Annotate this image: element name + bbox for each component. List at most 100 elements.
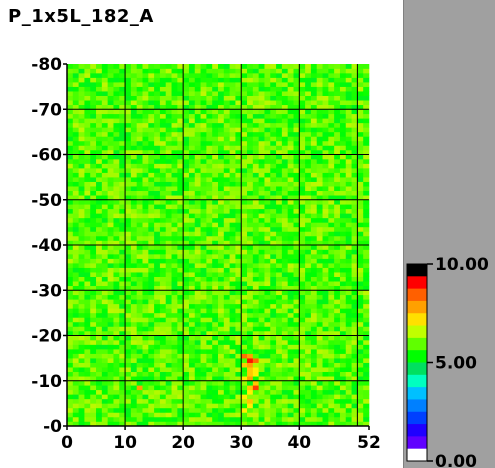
heatmap-cell xyxy=(136,113,143,119)
heatmap-cell xyxy=(194,235,201,241)
heatmap-cell xyxy=(188,204,196,210)
heatmap-cell xyxy=(72,226,79,232)
heatmap-cell xyxy=(84,412,91,418)
heatmap-cell xyxy=(72,421,79,427)
heatmap-cell xyxy=(235,389,242,395)
heatmap-cell xyxy=(130,204,137,210)
heatmap-cell xyxy=(119,213,126,219)
heatmap-cell xyxy=(90,100,97,106)
heatmap-cell xyxy=(247,272,254,277)
heatmap-cell xyxy=(270,95,277,101)
heatmap-cell xyxy=(96,245,103,250)
heatmap-cell xyxy=(287,380,294,386)
heatmap-cell xyxy=(194,421,201,427)
heatmap-cell xyxy=(171,358,178,363)
heatmap-cell xyxy=(206,416,213,422)
heatmap-cell xyxy=(206,86,213,92)
heatmap-cell xyxy=(67,258,74,264)
heatmap-cell xyxy=(310,317,318,323)
heatmap-cell xyxy=(200,371,207,377)
heatmap-cell xyxy=(165,353,172,359)
heatmap-cell xyxy=(218,109,225,115)
heatmap-cell xyxy=(218,394,225,400)
heatmap-cell xyxy=(72,213,79,219)
heatmap-cell xyxy=(258,82,265,87)
heatmap-cell xyxy=(206,177,213,182)
heatmap-cell xyxy=(188,163,196,169)
heatmap-cell xyxy=(293,199,300,205)
heatmap-cell xyxy=(84,213,91,219)
heatmap-cell xyxy=(96,131,103,137)
heatmap-cell xyxy=(241,113,248,119)
heatmap-cell xyxy=(200,149,207,155)
heatmap-cell xyxy=(136,254,143,259)
heatmap-cell xyxy=(287,95,294,101)
heatmap-cell xyxy=(154,122,161,128)
heatmap-cell xyxy=(345,412,352,418)
heatmap-cell xyxy=(351,73,358,78)
heatmap-cell xyxy=(223,240,230,246)
heatmap-cell xyxy=(351,181,358,187)
heatmap-cell xyxy=(72,267,79,273)
heatmap-cell xyxy=(328,91,335,96)
heatmap-cell xyxy=(200,163,207,169)
heatmap-cell xyxy=(345,385,352,391)
heatmap-cell xyxy=(188,73,196,78)
heatmap-cell xyxy=(345,149,352,155)
heatmap-cell xyxy=(165,249,172,255)
heatmap-cell xyxy=(194,145,201,151)
heatmap-cell xyxy=(328,163,335,169)
heatmap-cell xyxy=(270,245,277,250)
heatmap-cell xyxy=(183,222,190,228)
heatmap-cell xyxy=(299,353,306,359)
heatmap-cell xyxy=(293,86,300,92)
heatmap-cell xyxy=(148,199,155,205)
heatmap-cell xyxy=(363,172,370,178)
heatmap-cell xyxy=(235,235,242,241)
heatmap-cell xyxy=(78,299,85,305)
heatmap-cell xyxy=(113,290,120,296)
heatmap-cell xyxy=(113,168,120,173)
heatmap-cell xyxy=(90,349,97,354)
heatmap-cell xyxy=(328,208,335,214)
heatmap-cell xyxy=(316,267,323,273)
heatmap-cell xyxy=(130,217,137,223)
heatmap-cell xyxy=(113,154,120,160)
heatmap-cell xyxy=(357,127,364,133)
heatmap-cell xyxy=(154,118,161,124)
heatmap-cell xyxy=(305,118,312,124)
heatmap-cell xyxy=(159,204,167,210)
heatmap-cell xyxy=(194,82,201,87)
heatmap-cell xyxy=(264,118,271,124)
heatmap-cell xyxy=(183,172,190,178)
heatmap-cell xyxy=(171,421,178,427)
heatmap-cell xyxy=(252,303,259,309)
heatmap-cell xyxy=(229,249,236,255)
heatmap-cell xyxy=(107,118,114,124)
heatmap-cell xyxy=(357,226,364,232)
heatmap-cell xyxy=(72,208,79,214)
heatmap-cell xyxy=(200,95,207,101)
heatmap-cell xyxy=(78,240,85,246)
heatmap-cell xyxy=(322,362,329,368)
heatmap-cell xyxy=(363,149,370,155)
heatmap-cell xyxy=(287,172,294,178)
heatmap-cell xyxy=(223,303,230,309)
heatmap-cell xyxy=(142,145,149,151)
heatmap-cell xyxy=(206,267,213,273)
heatmap-cell xyxy=(316,68,323,74)
heatmap-cell xyxy=(142,312,149,318)
heatmap-cell xyxy=(270,86,277,92)
heatmap-cell xyxy=(363,131,370,137)
heatmap-cell xyxy=(363,73,370,78)
heatmap-cell xyxy=(206,240,213,246)
heatmap-cell xyxy=(241,172,248,178)
heatmap-cell xyxy=(363,77,370,83)
heatmap-cell xyxy=(334,412,341,418)
heatmap-cell xyxy=(258,86,265,92)
heatmap-cell xyxy=(154,303,161,309)
heatmap-cell xyxy=(78,177,85,182)
heatmap-cell xyxy=(165,344,172,350)
heatmap-cell xyxy=(247,64,254,69)
heatmap-cell xyxy=(78,376,85,382)
